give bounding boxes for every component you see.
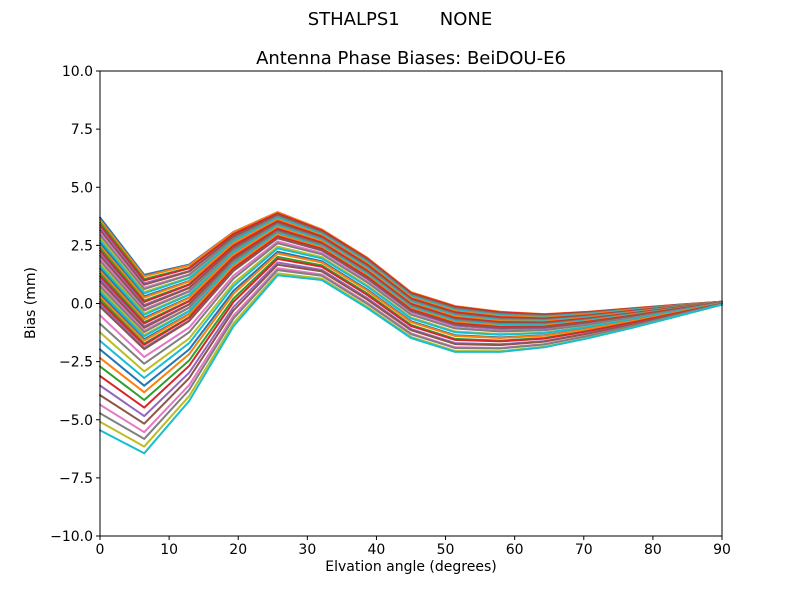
y-tick-label: 0.0 (71, 297, 93, 313)
y-tick-label: 10.0 (62, 64, 93, 80)
x-tick-label: 30 (298, 542, 316, 558)
x-tick-label: 90 (713, 542, 731, 558)
y-tick-label: −10.0 (50, 529, 93, 545)
x-tick-label: 80 (644, 542, 662, 558)
x-tick-label: 40 (368, 542, 386, 558)
y-tick-label: −7.5 (59, 471, 93, 487)
x-axis-label: Elvation angle (degrees) (325, 559, 497, 575)
series-line-43 (99, 257, 723, 409)
axes-title: Antenna Phase Biases: BeiDOU-E6 (256, 48, 566, 69)
x-axis-ticks: 0 10 20 30 40 50 60 70 80 90 (96, 536, 731, 558)
series-lines (99, 211, 723, 455)
x-tick-label: 60 (506, 542, 524, 558)
x-tick-label: 10 (160, 542, 178, 558)
figure-suptitle: STHALPS1 NONE (307, 9, 493, 30)
series-line-35 (99, 237, 723, 351)
x-tick-label: 20 (229, 542, 247, 558)
series-line-49 (99, 274, 723, 455)
x-tick-label: 70 (575, 542, 593, 558)
x-tick-label: 0 (96, 542, 105, 558)
y-tick-label: 2.5 (71, 238, 93, 254)
y-axis-ticks: 10.0 7.5 5.0 2.5 0.0 −2.5 −5.0 −7.5 −10.0 (50, 64, 100, 545)
series-line-47 (99, 269, 723, 440)
y-tick-label: −2.5 (59, 355, 93, 371)
series-line-39 (99, 247, 723, 379)
y-tick-label: 5.0 (71, 180, 93, 196)
series-line-45 (99, 263, 723, 425)
series-line-41 (99, 252, 723, 394)
y-tick-label: 7.5 (71, 122, 93, 138)
y-tick-label: −5.0 (59, 413, 93, 429)
x-tick-label: 50 (437, 542, 455, 558)
series-line-37 (99, 242, 723, 365)
